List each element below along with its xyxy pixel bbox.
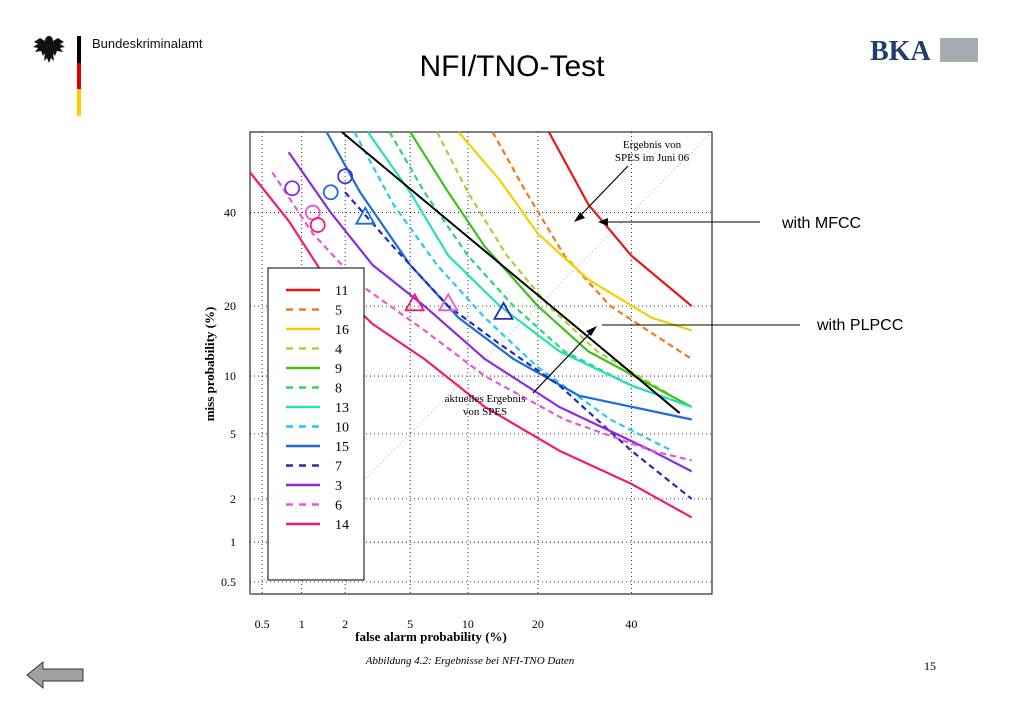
legend-label: 9 — [335, 362, 342, 377]
annotation-spes-june-line2: SPES im Juni 06 — [615, 152, 690, 164]
legend-label: 15 — [335, 440, 349, 455]
annotation-spes-current-line2: von SPES — [463, 406, 507, 418]
german-flag-bar — [77, 36, 81, 116]
circle-marker — [322, 184, 339, 201]
triangle-marker — [404, 292, 426, 312]
annotation-mfcc-label: with MFCC — [781, 215, 861, 232]
series-line-13 — [366, 131, 693, 409]
series-line-10 — [353, 131, 673, 452]
triangle-marker — [354, 205, 376, 225]
y-tick-label: 0.5 — [221, 575, 236, 589]
legend-label: 10 — [335, 421, 349, 436]
reference-line — [341, 131, 681, 414]
series-line-16 — [457, 131, 693, 332]
legend-label: 5 — [335, 304, 342, 319]
series-line-4 — [436, 131, 673, 397]
annotation-plpcc-label: with PLPCC — [816, 317, 903, 334]
triangle-marker — [437, 292, 459, 312]
series-line-5 — [491, 131, 693, 361]
slide-title: NFI/TNO-Test — [419, 50, 605, 83]
y-tick-label: 2 — [230, 492, 236, 506]
bka-logo: BKA — [870, 36, 978, 64]
circle-marker — [284, 180, 301, 197]
series-line-14 — [249, 171, 693, 519]
left-arrow-icon[interactable] — [25, 660, 85, 690]
triangle-marker — [492, 301, 514, 320]
legend-label: 4 — [335, 343, 342, 358]
legend-label: 14 — [335, 518, 349, 533]
legend — [267, 267, 365, 581]
series-line-7 — [344, 191, 693, 500]
x-tick-label: 2 — [342, 617, 348, 631]
circle-marker — [337, 168, 354, 185]
x-axis-label: false alarm probability (%) — [355, 629, 507, 644]
annotation-spes-june: Ergebnis von SPES im Juni 06 — [574, 139, 690, 222]
annotation-spes-current-line1: aktuelles Ergebnis — [445, 393, 526, 405]
legend-label: 8 — [335, 382, 342, 397]
x-tick-label: 20 — [532, 617, 544, 631]
legend-label: 6 — [335, 499, 342, 514]
svg-text:BKA: BKA — [870, 36, 931, 64]
x-tick-label: 5 — [407, 617, 413, 631]
legend-label: 3 — [335, 479, 342, 494]
x-tick-label: 1 — [299, 617, 305, 631]
legend-label: 13 — [335, 401, 349, 416]
series-line-15 — [325, 131, 692, 421]
y-tick-label: 1 — [230, 535, 236, 549]
circle-marker — [309, 217, 326, 233]
y-tick-label: 20 — [224, 299, 236, 313]
annotation-spes-june-line1: Ergebnis von — [623, 139, 682, 151]
series-line-6 — [271, 171, 692, 462]
series-line-11 — [547, 131, 693, 307]
x-tick-label: 0.5 — [255, 617, 270, 631]
annotation-mfcc: with MFCC — [598, 215, 861, 232]
x-tick-label: 10 — [462, 617, 474, 631]
series-line-3 — [287, 151, 693, 473]
legend-label: 7 — [335, 460, 342, 475]
legend-label: 16 — [335, 323, 349, 338]
annotation-plpcc: with PLPCC — [602, 317, 903, 334]
federal-eagle-icon — [33, 36, 65, 63]
legend-label: 11 — [335, 284, 348, 299]
chart-caption: Abbildung 4.2: Ergebnisse bei NFI-TNO Da… — [365, 655, 575, 667]
y-axis-label: miss probability (%) — [202, 307, 217, 422]
y-tick-label: 10 — [224, 369, 236, 383]
series-line-9 — [409, 131, 693, 408]
y-tick-label: 5 — [230, 427, 236, 441]
y-tick-label: 40 — [224, 206, 236, 220]
organization-name: Bundeskriminalamt — [92, 36, 203, 51]
page-number: 15 — [924, 659, 936, 673]
annotation-spes-current: aktuelles Ergebnis von SPES — [445, 326, 597, 418]
series-line-8 — [388, 131, 693, 409]
x-tick-label: 40 — [625, 617, 637, 631]
